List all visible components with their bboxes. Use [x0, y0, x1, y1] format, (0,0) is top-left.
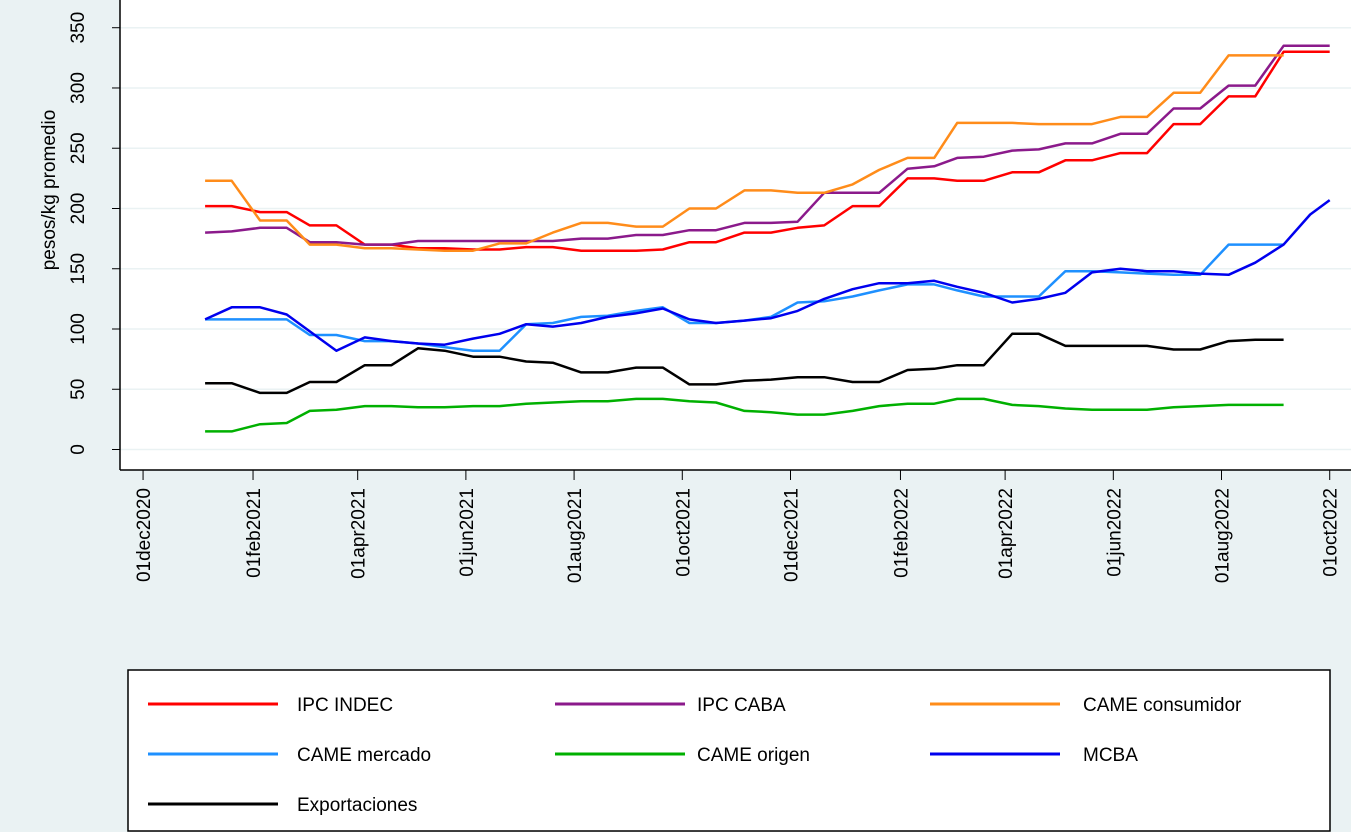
x-tick-label: 01jun2022 — [1104, 488, 1125, 577]
x-tick-label: 01oct2022 — [1321, 488, 1342, 577]
x-tick-label: 01aug2022 — [1213, 488, 1234, 583]
legend-label: CAME mercado — [297, 745, 431, 766]
series-line — [205, 332, 1284, 395]
y-tick-label: 150 — [68, 253, 89, 285]
x-tick-label: 01aug2021 — [565, 488, 586, 583]
series-line — [205, 397, 1284, 433]
x-tick-label: 01dec2020 — [134, 488, 155, 582]
y-tick-label: 250 — [68, 132, 89, 164]
x-tick-label: 01feb2021 — [244, 488, 265, 578]
legend-label: CAME origen — [697, 745, 810, 766]
y-tick-label: 50 — [68, 379, 89, 400]
y-tick-label: 100 — [68, 313, 89, 345]
legend-label: IPC INDEC — [297, 695, 393, 716]
x-tick-label: 01feb2022 — [891, 488, 912, 578]
legend-label: MCBA — [1083, 745, 1138, 766]
legend-label: CAME consumidor — [1083, 695, 1242, 716]
legend — [127, 669, 1331, 832]
x-tick-label: 01jun2021 — [457, 488, 478, 577]
legend-label: IPC CABA — [697, 695, 786, 716]
y-tick-label: 200 — [68, 193, 89, 225]
y-tick-label: 300 — [68, 72, 89, 104]
x-tick-label: 01apr2021 — [349, 488, 370, 579]
y-tick-label: 350 — [68, 12, 89, 44]
x-tick-label: 01apr2022 — [996, 488, 1017, 579]
series-line — [205, 44, 1330, 246]
x-tick-label: 01dec2021 — [781, 488, 802, 582]
y-tick-label: 0 — [68, 444, 89, 455]
series-line — [205, 54, 1284, 252]
x-tick-label: 01oct2021 — [673, 488, 694, 577]
series-line — [204, 199, 1331, 352]
legend-label: Exportaciones — [297, 795, 417, 816]
y-axis-label: pesos/kg promedio — [39, 110, 60, 271]
